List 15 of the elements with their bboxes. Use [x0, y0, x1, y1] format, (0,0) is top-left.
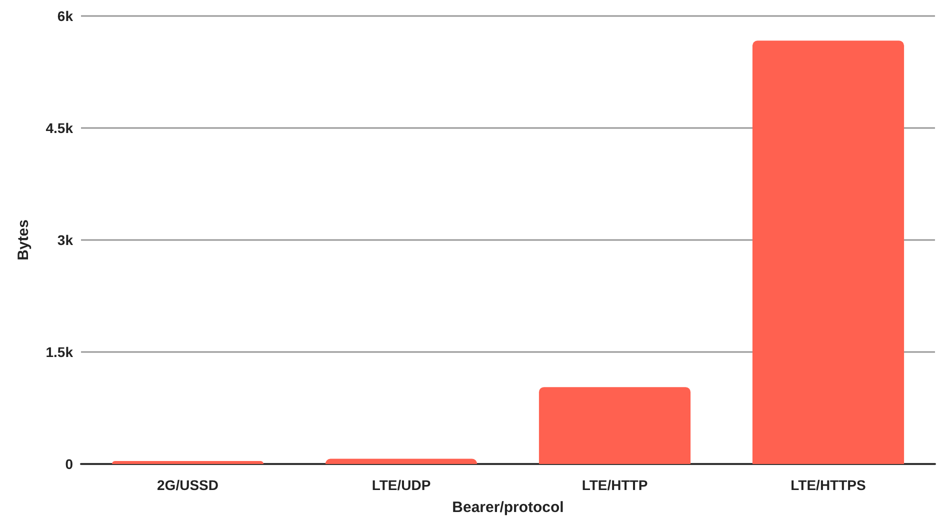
y-tick-label: 6k [57, 8, 74, 24]
x-axis-title: Bearer/protocol [452, 499, 564, 516]
bar [112, 461, 264, 464]
y-axis-title: Bytes [15, 220, 32, 260]
bar [538, 387, 691, 464]
bar [325, 458, 478, 464]
y-tick-label: 0 [65, 456, 74, 472]
y-tick-label: 3k [57, 232, 74, 248]
y-tick-label: 1.5k [46, 344, 74, 360]
y-tick-label: 4.5k [46, 120, 74, 136]
x-tick-label: LTE/HTTP [582, 477, 648, 493]
bar [752, 40, 904, 464]
x-tick-label: LTE/HTTPS [790, 477, 866, 493]
x-tick-label: 2G/USSD [157, 477, 218, 493]
x-tick-label: LTE/UDP [372, 477, 431, 493]
